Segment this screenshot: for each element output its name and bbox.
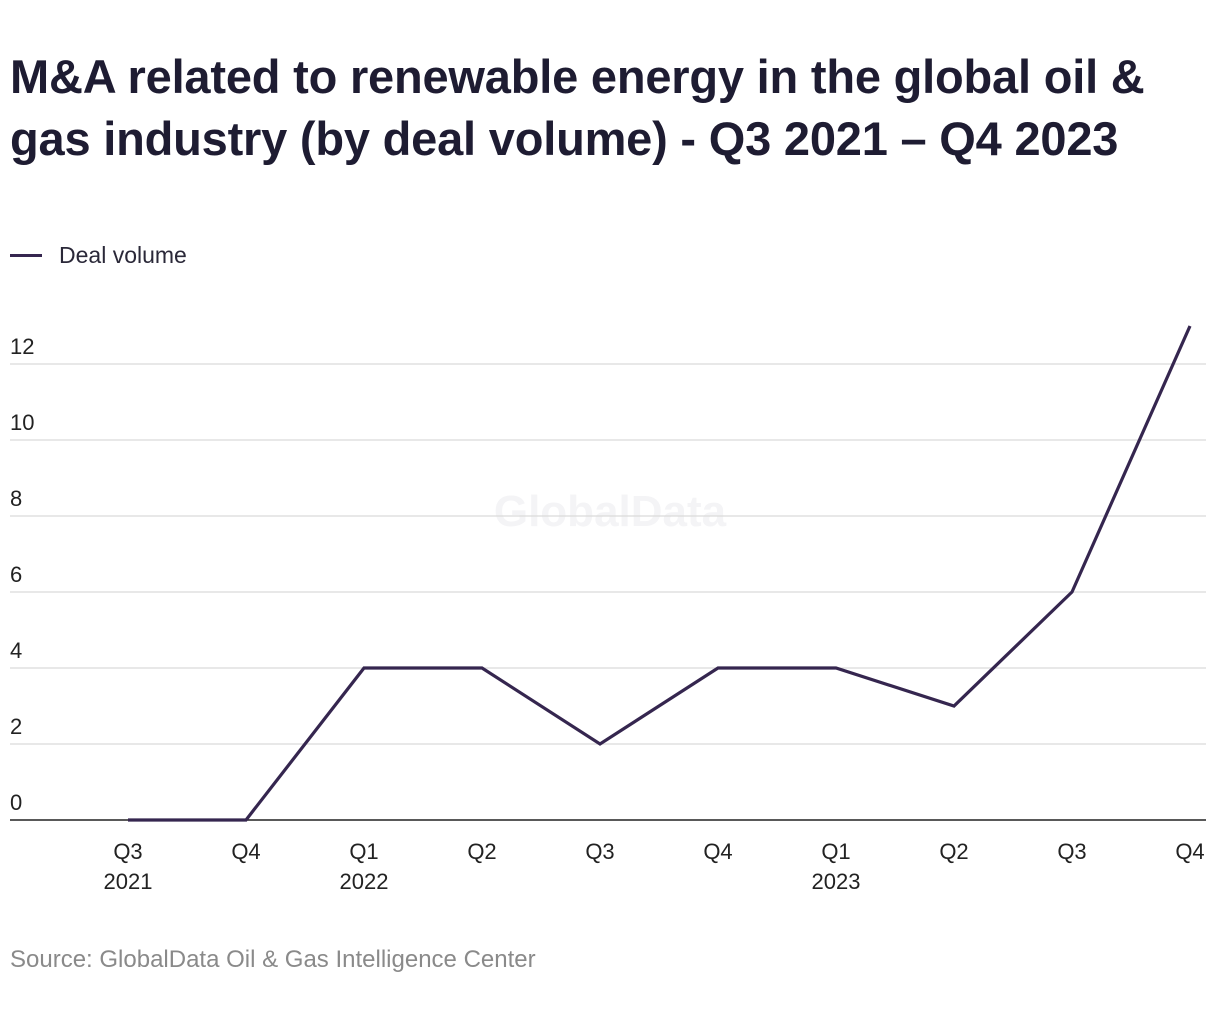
x-tick-label: Q3: [113, 839, 142, 864]
x-tick-label: Q3: [585, 839, 614, 864]
legend-swatch: [10, 254, 42, 257]
data-point[interactable]: [594, 738, 606, 750]
data-point[interactable]: [240, 814, 252, 826]
chart-title: M&A related to renewable energy in the g…: [10, 50, 1145, 165]
y-tick-label: 10: [10, 410, 34, 435]
x-tick-year-label: 2023: [812, 869, 861, 894]
data-point[interactable]: [948, 700, 960, 712]
y-tick-label: 12: [10, 334, 34, 359]
legend-label: Deal volume: [59, 242, 187, 268]
data-point[interactable]: [1184, 320, 1196, 332]
data-point[interactable]: [830, 662, 842, 674]
series-line-deal-volume: [128, 325, 1192, 822]
x-tick-label: Q1: [821, 839, 850, 864]
x-tick-label: Q2: [467, 839, 496, 864]
data-point[interactable]: [358, 662, 370, 674]
data-point[interactable]: [1066, 586, 1078, 598]
y-tick-label: 2: [10, 714, 22, 739]
data-point[interactable]: [122, 814, 134, 826]
data-point[interactable]: [476, 662, 488, 674]
x-tick-label: Q1: [349, 839, 378, 864]
x-tick-year-label: 2021: [104, 869, 153, 894]
y-tick-label: 8: [10, 486, 22, 511]
source-note: Source: GlobalData Oil & Gas Intelligenc…: [10, 946, 536, 973]
x-tick-year-label: 2022: [340, 869, 389, 894]
series-group: [122, 320, 1196, 826]
watermark: GlobalData: [494, 487, 727, 536]
y-tick-label: 4: [10, 638, 22, 663]
x-axis: Q3 2021 Q4 Q1 2022 Q2 Q3 Q4 Q1 2023 Q2 Q3 Q4: [104, 839, 1205, 894]
legend: Deal volume: [10, 242, 187, 269]
y-tick-label: 6: [10, 562, 22, 587]
x-tick-label: Q4: [703, 839, 732, 864]
y-axis: 0 2 4 6 8 10 12: [10, 334, 34, 815]
x-tick-label: Q4: [231, 839, 260, 864]
x-tick-label: Q3: [1057, 839, 1086, 864]
x-tick-label: Q4: [1175, 839, 1204, 864]
data-point[interactable]: [712, 662, 724, 674]
gridlines: [10, 363, 1206, 745]
y-tick-label: 0: [10, 790, 22, 815]
x-tick-label: Q2: [939, 839, 968, 864]
